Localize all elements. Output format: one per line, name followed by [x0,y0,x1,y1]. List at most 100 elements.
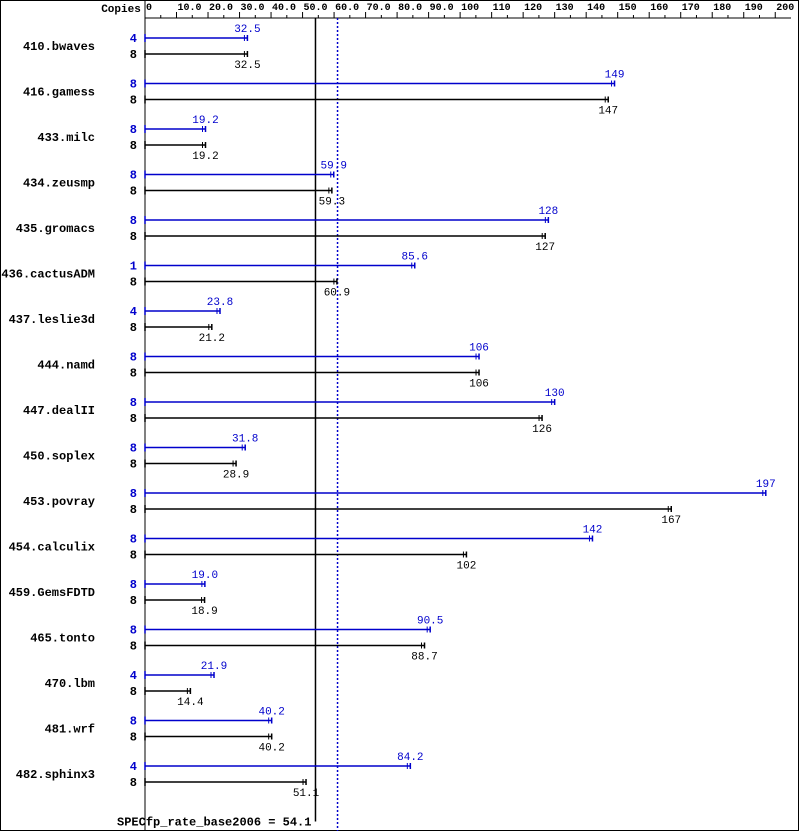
copies-peak: 8 [130,396,137,410]
peak-value: 90.5 [417,616,443,628]
benchmark-label: 465.tonto [30,632,95,646]
peak-value: 19.2 [192,115,218,127]
copies-base: 8 [130,321,137,335]
copies-base: 8 [130,139,137,153]
axis-tick-label: 90.0 [430,3,454,14]
chart-border [1,1,799,831]
peak-value: 130 [545,388,565,400]
axis-tick-label: 140 [587,3,605,14]
peak-value: 84.2 [397,752,423,764]
copies-base: 8 [130,685,137,699]
base-value: 51.1 [293,788,320,800]
axis-tick-label: 10.0 [178,3,202,14]
benchmark-label: 444.namd [37,359,95,373]
benchmark-label: 450.soplex [23,450,95,464]
axis-tick-label: 160 [650,3,668,14]
axis-tick-label: 180 [713,3,731,14]
axis-tick-label: 110 [493,3,511,14]
base-value: 106 [469,379,489,391]
peak-value: 19.0 [192,570,218,582]
peak-value: 142 [583,525,603,537]
benchmark-label: 435.gromacs [16,222,95,236]
copies-base: 8 [130,276,137,290]
axis-tick-label: 200 [776,3,794,14]
copies-header: Copies [101,4,141,16]
peak-value: 31.8 [232,434,258,446]
copies-peak: 8 [130,487,137,501]
peak-value: 128 [538,206,558,218]
copies-peak: 8 [130,578,137,592]
base-value: 167 [661,515,681,527]
axis-tick-label: 20.0 [209,3,233,14]
peak-value: 106 [469,343,489,355]
axis-tick-label: 100 [461,3,479,14]
base-value: 127 [535,242,555,254]
benchmark-label: 416.gamess [23,86,95,100]
axis-tick-label: 80.0 [398,3,422,14]
copies-base: 8 [130,731,137,745]
copies-base: 8 [130,594,137,608]
copies-peak: 8 [130,533,137,547]
axis-tick-label: 120 [524,3,542,14]
benchmark-label: 459.GemsFDTD [9,586,95,600]
peak-value: 149 [605,70,625,82]
benchmark-label: 434.zeusmp [23,177,95,191]
copies-peak: 8 [130,624,137,638]
benchmark-label: 437.leslie3d [9,313,95,327]
base-value: 59.3 [319,197,345,209]
base-value: 102 [457,561,477,573]
copies-peak: 4 [130,32,137,46]
base-value: 19.2 [192,151,218,163]
benchmark-label: 454.calculix [9,541,95,555]
summary-base: SPECfp_rate_base2006 = 54.1 [117,816,311,830]
benchmark-label: 433.milc [37,131,95,145]
base-value: 28.9 [223,470,249,482]
base-value: 40.2 [258,743,284,755]
copies-peak: 8 [130,169,137,183]
copies-peak: 8 [130,351,137,365]
axis-tick-label: 70.0 [367,3,391,14]
copies-peak: 8 [130,442,137,456]
copies-base: 8 [130,48,137,62]
benchmark-label: 447.dealII [23,404,95,418]
axis-tick-label: 0 [146,3,152,14]
peak-value: 197 [756,479,776,491]
peak-value: 59.9 [321,161,347,173]
copies-peak: 8 [130,214,137,228]
copies-base: 8 [130,549,137,563]
copies-peak: 8 [130,123,137,137]
axis-tick-label: 50.0 [304,3,328,14]
copies-peak: 4 [130,305,137,319]
base-value: 88.7 [411,652,437,664]
copies-base: 8 [130,185,137,199]
axis-tick-label: 190 [745,3,763,14]
base-value: 32.5 [234,60,260,72]
base-value: 147 [598,106,618,118]
axis-tick-label: 30.0 [241,3,265,14]
base-value: 126 [532,424,552,436]
base-value: 18.9 [191,606,217,618]
axis-tick-label: 170 [682,3,700,14]
copies-peak: 8 [130,715,137,729]
peak-value: 32.5 [234,24,260,36]
peak-value: 23.8 [207,297,233,309]
copies-peak: 8 [130,78,137,92]
benchmark-label: 436.cactusADM [1,268,95,282]
base-value: 14.4 [177,697,204,709]
copies-base: 8 [130,458,137,472]
copies-peak: 4 [130,760,137,774]
axis-tick-label: 130 [556,3,574,14]
copies-base: 8 [130,503,137,517]
benchmark-label: 481.wrf [45,723,95,737]
copies-base: 8 [130,230,137,244]
base-value: 21.2 [199,333,225,345]
copies-base: 8 [130,776,137,790]
chart-svg: Copies010.020.030.040.050.060.070.080.09… [0,0,799,831]
copies-base: 8 [130,640,137,654]
axis-tick-label: 150 [619,3,637,14]
peak-value: 21.9 [201,661,227,673]
copies-peak: 4 [130,669,137,683]
peak-value: 85.6 [402,252,428,264]
benchmark-label: 470.lbm [45,677,95,691]
copies-base: 8 [130,367,137,381]
